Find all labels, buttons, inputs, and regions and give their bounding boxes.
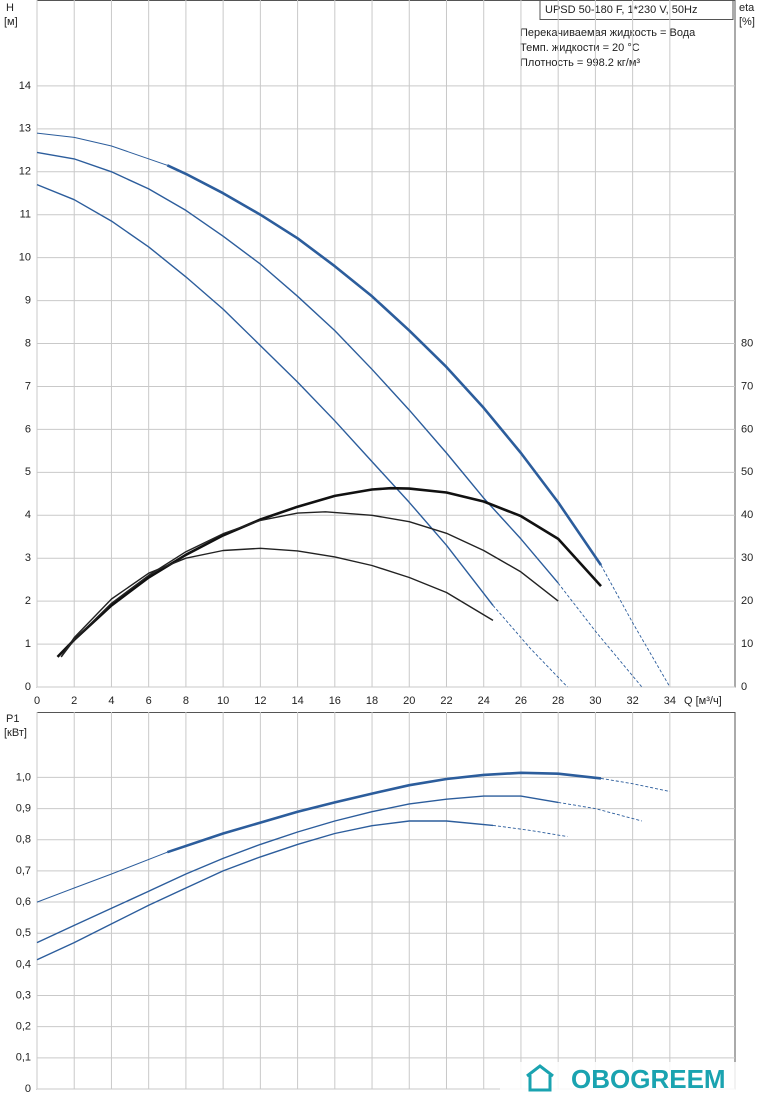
y2-tick-label: 50 [741,466,753,478]
y2-tick-label: 30 [741,552,753,564]
y-tick-label: 2 [25,595,31,607]
y-tick-label: 5 [25,466,31,478]
x-tick-label: 8 [183,695,189,707]
watermark-icon [526,1064,554,1092]
x-tick-label: 22 [440,695,452,707]
y-tick-label: 0,2 [16,1021,31,1033]
x-tick-label: 4 [108,695,114,707]
curve [558,801,643,822]
x-tick-label: 34 [664,695,676,707]
y-tick-label: 3 [25,552,31,564]
curve [36,851,168,903]
curve [600,777,670,792]
curve [166,771,602,854]
y-tick-label: 0 [25,1083,31,1095]
y2-tick-label: 0 [741,681,747,693]
y-tick-label: 0,3 [16,989,31,1001]
y-tick-label: 0,5 [16,927,31,939]
y-tick-label: 0,9 [16,802,31,814]
curve [557,582,643,688]
curve [60,547,494,658]
x-tick-label: 26 [515,695,527,707]
y-tick-label: 11 [20,209,31,221]
x-tick-label: 0 [34,695,40,707]
y-axis-unit: [м] [4,16,18,28]
curve [36,820,494,961]
curve [56,486,602,658]
x-axis-label: Q [м³/ч] [684,695,722,707]
y-tick-label: 14 [19,80,31,92]
y-tick-label: 9 [25,294,31,306]
y-tick-label: 0,8 [16,834,31,846]
y-tick-label: 13 [19,123,31,135]
x-tick-label: 32 [627,695,639,707]
curve [36,151,559,584]
y-tick-label: 0,4 [16,958,31,970]
watermark-text: OBOGREEM [571,1064,726,1094]
y2-tick-label: 60 [741,423,753,435]
y-tick-label: 12 [19,166,31,178]
x-tick-label: 30 [589,695,601,707]
plot-frame [36,712,736,1090]
y-tick-label: 0,1 [16,1052,31,1064]
y-tick-label: 0,6 [16,896,31,908]
x-tick-label: 28 [552,695,564,707]
temp-note: Темп. жидкости = 20 °C [520,42,640,54]
y-tick-label: 7 [25,380,31,392]
y-tick-label: 4 [25,509,31,521]
y2-tick-label: 10 [741,638,753,650]
x-tick-label: 6 [146,695,152,707]
curve [166,164,603,566]
y2-tick-label: 40 [741,509,753,521]
y-tick-label: 1 [25,638,31,650]
fluid-note: Перекачиваемая жидкость = Вода [520,27,696,39]
y-axis-label: H [6,2,14,14]
density-note: Плотность = 998.2 кг/м³ [520,57,640,69]
p1-axis-label: P1 [6,713,19,725]
curve [36,183,494,606]
pump-model: UPSD 50-180 F, 1*230 V, 50Hz [545,4,697,16]
curve [36,132,168,166]
x-tick-label: 10 [217,695,229,707]
curve [36,795,559,944]
y-tick-label: 6 [25,423,31,435]
curve [600,564,671,688]
x-tick-label: 14 [291,695,303,707]
y2-axis-label: eta [739,2,755,14]
y-tick-label: 8 [25,337,31,349]
x-tick-label: 2 [71,695,77,707]
x-tick-label: 18 [366,695,378,707]
p1-axis-unit: [кВт] [4,727,27,739]
y2-axis-unit: [%] [739,16,755,28]
y-tick-label: 1,0 [16,771,31,783]
watermark: OBOGREEM [500,1062,763,1100]
y2-tick-label: 80 [741,337,753,349]
y-tick-label: 0,7 [16,865,31,877]
y-tick-label: 0 [25,681,31,693]
y-tick-label: 10 [19,252,31,264]
x-tick-label: 24 [478,695,490,707]
y2-tick-label: 20 [741,595,753,607]
curve [492,824,568,838]
x-tick-label: 12 [254,695,266,707]
x-tick-label: 16 [329,695,341,707]
curve [60,511,559,658]
curve [492,605,568,688]
y2-tick-label: 70 [741,380,753,392]
x-tick-label: 20 [403,695,415,707]
